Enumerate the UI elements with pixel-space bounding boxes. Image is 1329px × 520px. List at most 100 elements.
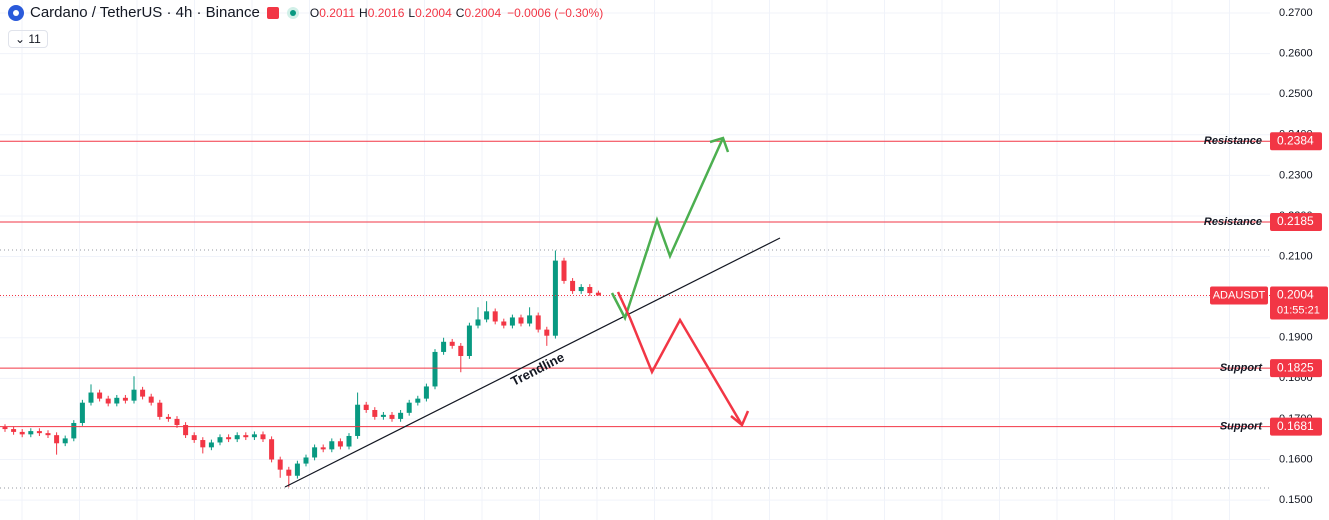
candle-body bbox=[423, 386, 429, 399]
candle-body bbox=[19, 431, 25, 435]
candle-body bbox=[535, 315, 541, 330]
candle-body bbox=[406, 402, 412, 413]
candle-body bbox=[587, 286, 593, 294]
coin-icon bbox=[8, 4, 24, 21]
candle-body bbox=[432, 351, 438, 387]
y-tick-label: 0.2600 bbox=[1279, 47, 1313, 59]
y-tick-label: 0.1900 bbox=[1279, 332, 1313, 344]
candle-body bbox=[208, 442, 214, 448]
y-tick-label: 0.1600 bbox=[1279, 453, 1313, 465]
candle-body bbox=[578, 286, 584, 292]
candle-body bbox=[79, 402, 85, 423]
candle-body bbox=[191, 435, 197, 441]
candle-body bbox=[165, 416, 171, 419]
level-value: 0.2185 bbox=[1277, 214, 1314, 228]
ohlc-value: 0.2004 bbox=[464, 6, 502, 20]
y-tick-label: 0.2300 bbox=[1279, 169, 1313, 181]
candle-body bbox=[389, 414, 395, 419]
trendline bbox=[284, 237, 781, 488]
symbol-title: Cardano / TetherUS · 4h · Binance bbox=[30, 4, 260, 21]
y-tick-label: 0.2700 bbox=[1279, 7, 1313, 19]
candle-body bbox=[441, 341, 447, 352]
candle-body bbox=[509, 317, 515, 326]
symbol-tag bbox=[1210, 286, 1268, 305]
indicator-toggle[interactable]: ⌄ 11 bbox=[8, 30, 48, 48]
ohlc-label: O bbox=[309, 6, 320, 20]
candle-body bbox=[492, 311, 498, 322]
candle-body bbox=[2, 427, 8, 430]
candle-body bbox=[226, 437, 232, 440]
candle-body bbox=[140, 389, 146, 397]
indicator-count: 11 bbox=[28, 32, 41, 46]
candle-body bbox=[45, 433, 51, 436]
y-tick-label: 0.2500 bbox=[1279, 88, 1313, 100]
candle-body bbox=[484, 311, 490, 320]
bearish-arrowhead bbox=[730, 410, 750, 428]
candle-body bbox=[518, 317, 524, 324]
y-tick-label: 0.1500 bbox=[1279, 494, 1313, 506]
candle-body bbox=[269, 439, 275, 460]
candle-body bbox=[561, 260, 567, 281]
candle-body bbox=[346, 435, 352, 447]
level-tag bbox=[1270, 359, 1322, 378]
candle-body bbox=[398, 412, 404, 419]
candle-body bbox=[320, 447, 326, 450]
ohlc-value: 0.2011 bbox=[319, 6, 356, 20]
level-tag bbox=[1270, 417, 1322, 436]
candles bbox=[0, 140, 1270, 488]
candle-body bbox=[11, 429, 17, 432]
candle-body bbox=[62, 438, 68, 444]
candle-body bbox=[449, 341, 455, 346]
candle-body bbox=[183, 425, 189, 436]
flag-icon bbox=[266, 6, 279, 19]
candle-body bbox=[114, 397, 120, 404]
candle-body bbox=[71, 422, 77, 439]
ohlc-label: H bbox=[359, 6, 368, 20]
trendline-label: Trendline bbox=[508, 349, 566, 389]
candle-body bbox=[36, 431, 42, 434]
candle-body bbox=[466, 325, 472, 357]
ohlc-label: L bbox=[408, 6, 416, 20]
candle-body bbox=[458, 345, 464, 357]
level-value: 0.1825 bbox=[1277, 360, 1314, 374]
candle-body bbox=[570, 280, 576, 292]
ohlc-value: 0.2016 bbox=[367, 6, 405, 20]
level-name: Support bbox=[1220, 362, 1263, 374]
candle-body bbox=[122, 397, 128, 401]
candle-body bbox=[415, 398, 421, 403]
change: −0.0006 (−0.30%) bbox=[507, 5, 604, 20]
y-tick-label: 0.2100 bbox=[1279, 250, 1313, 262]
candle-body bbox=[234, 435, 240, 440]
candle-body bbox=[88, 392, 94, 403]
candle-body bbox=[501, 321, 507, 326]
candle-body bbox=[552, 260, 558, 336]
price-value: 0.2004 bbox=[1277, 288, 1314, 302]
candle-body bbox=[380, 414, 386, 417]
candle-body bbox=[544, 329, 550, 336]
ohlc-value: 0.2004 bbox=[415, 6, 452, 20]
candle-body bbox=[174, 418, 180, 426]
candle-body bbox=[312, 447, 318, 458]
candle-body bbox=[363, 404, 369, 410]
price-countdown: 01:55:21 bbox=[1277, 304, 1320, 316]
candle-body bbox=[303, 457, 309, 464]
candle-body bbox=[131, 389, 137, 401]
price-tag bbox=[1270, 286, 1328, 320]
status-dot bbox=[286, 6, 299, 19]
candle-body bbox=[217, 437, 223, 443]
level-name: Support bbox=[1220, 421, 1263, 433]
level-value: 0.2384 bbox=[1277, 133, 1314, 147]
candle-body bbox=[157, 402, 163, 417]
level-name: Resistance bbox=[1204, 216, 1262, 228]
bullish-arrowhead bbox=[709, 136, 730, 153]
grid bbox=[0, 0, 1270, 520]
symbol-name: ADAUSDT bbox=[1213, 289, 1266, 301]
candle-body bbox=[148, 396, 154, 403]
bearish-path bbox=[616, 291, 744, 426]
candle-body bbox=[337, 441, 343, 447]
candle-body bbox=[243, 435, 249, 438]
candle-body bbox=[286, 469, 292, 476]
header: Cardano / TetherUS · 4h · Binance O0.201… bbox=[8, 4, 603, 21]
candle-body bbox=[105, 398, 111, 404]
